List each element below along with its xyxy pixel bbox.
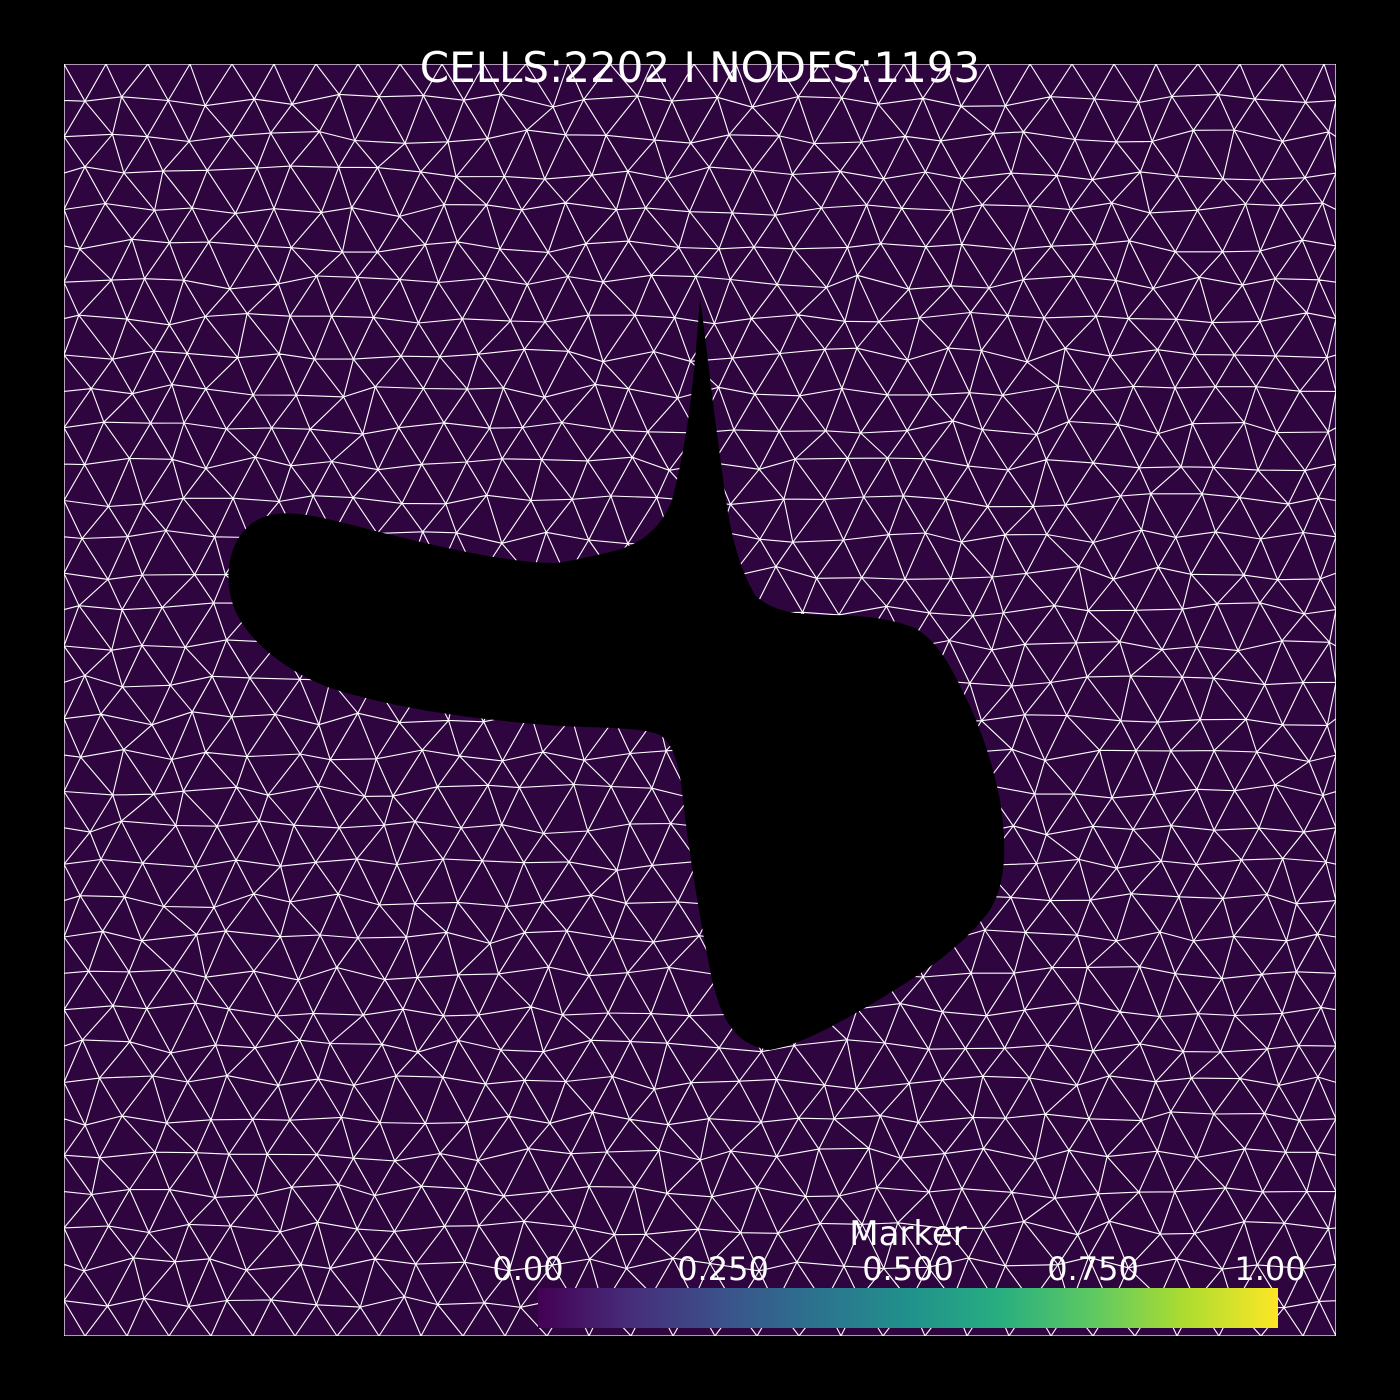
colorbar-ticks: 0.00 0.250 0.500 0.750 1.00 <box>492 1250 1305 1288</box>
mesh-edges <box>64 64 1336 1336</box>
colorbar-tick-label: 0.500 <box>862 1250 954 1288</box>
mesh-stats-title: CELLS:2202 I NODES:1193 <box>420 43 981 92</box>
colorbar-title: Marker <box>849 1214 967 1254</box>
mesh-edge-lines <box>64 64 1336 1336</box>
colorbar: Marker 0.00 0.250 0.500 0.750 1.00 <box>492 1214 1306 1328</box>
colorbar-tick-label: 0.00 <box>492 1250 563 1288</box>
colorbar-bar <box>538 1288 1278 1328</box>
colorbar-tick-label: 0.250 <box>677 1250 769 1288</box>
obstacle-hole <box>228 298 1005 1050</box>
colorbar-tick-label: 0.750 <box>1047 1250 1139 1288</box>
colorbar-tick-label: 1.00 <box>1234 1250 1305 1288</box>
